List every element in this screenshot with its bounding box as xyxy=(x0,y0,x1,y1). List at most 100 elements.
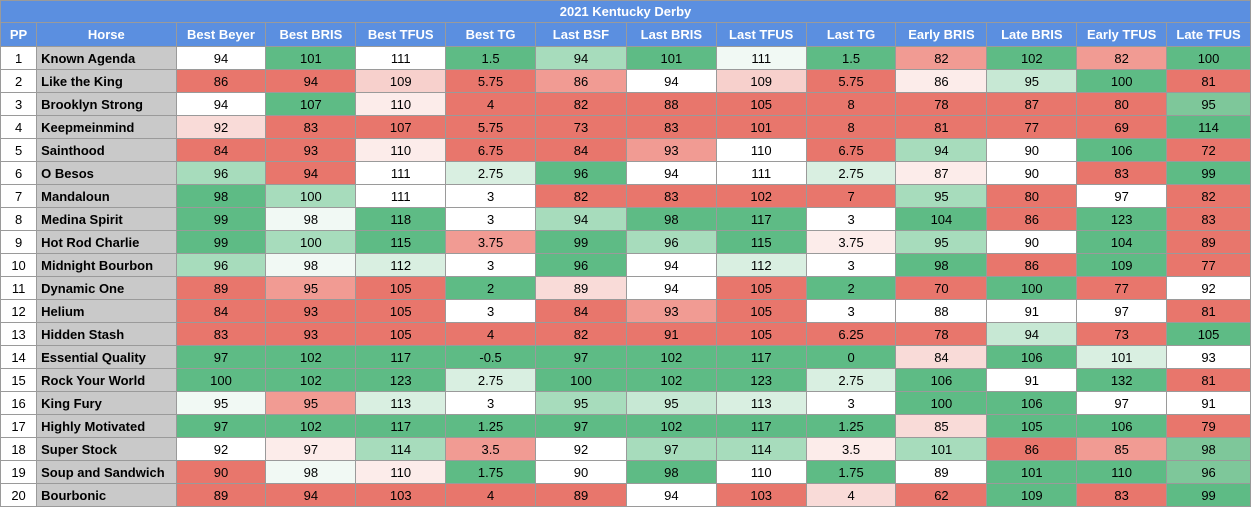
rating-cell[interactable]: 100 xyxy=(265,230,357,254)
post-position-cell[interactable]: 16 xyxy=(0,391,38,415)
column-header[interactable]: Late TFUS xyxy=(1166,22,1251,47)
rating-cell[interactable]: 84 xyxy=(175,138,267,162)
post-position-cell[interactable]: 13 xyxy=(0,322,38,346)
rating-cell[interactable]: 86 xyxy=(175,69,267,93)
rating-cell[interactable]: 109 xyxy=(986,483,1078,507)
horse-name-cell[interactable]: Hidden Stash xyxy=(36,322,177,346)
rating-cell[interactable]: 99 xyxy=(175,207,267,231)
rating-cell[interactable]: 95 xyxy=(986,69,1078,93)
rating-cell[interactable]: 98 xyxy=(1166,437,1251,461)
rating-cell[interactable]: 91 xyxy=(1166,391,1251,415)
rating-cell[interactable]: 82 xyxy=(1166,184,1251,208)
rating-cell[interactable]: 1.25 xyxy=(445,414,537,438)
post-position-cell[interactable]: 18 xyxy=(0,437,38,461)
rating-cell[interactable]: 97 xyxy=(535,345,627,369)
rating-cell[interactable]: 92 xyxy=(535,437,627,461)
rating-cell[interactable]: 97 xyxy=(625,437,717,461)
rating-cell[interactable]: 94 xyxy=(986,322,1078,346)
rating-cell[interactable]: 94 xyxy=(535,207,627,231)
rating-cell[interactable]: 100 xyxy=(265,184,357,208)
rating-cell[interactable]: 102 xyxy=(986,46,1078,70)
rating-cell[interactable]: 110 xyxy=(715,460,807,484)
post-position-cell[interactable]: 12 xyxy=(0,299,38,323)
rating-cell[interactable]: 99 xyxy=(1166,483,1251,507)
rating-cell[interactable]: 86 xyxy=(535,69,627,93)
rating-cell[interactable]: 3 xyxy=(805,207,897,231)
rating-cell[interactable]: 80 xyxy=(1076,92,1168,116)
rating-cell[interactable]: 73 xyxy=(1076,322,1168,346)
rating-cell[interactable]: 92 xyxy=(175,115,267,139)
rating-cell[interactable]: 110 xyxy=(355,138,447,162)
rating-cell[interactable]: 92 xyxy=(1166,276,1251,300)
rating-cell[interactable]: 89 xyxy=(1166,230,1251,254)
rating-cell[interactable]: 90 xyxy=(175,460,267,484)
post-position-cell[interactable]: 1 xyxy=(0,46,38,70)
post-position-cell[interactable]: 6 xyxy=(0,161,38,185)
post-position-cell[interactable]: 19 xyxy=(0,460,38,484)
rating-cell[interactable]: 94 xyxy=(895,138,988,162)
rating-cell[interactable]: 77 xyxy=(1076,276,1168,300)
rating-cell[interactable]: 4 xyxy=(445,92,537,116)
column-header[interactable]: Last BRIS xyxy=(625,22,717,47)
rating-cell[interactable]: 117 xyxy=(715,414,807,438)
rating-cell[interactable]: 93 xyxy=(265,138,357,162)
horse-name-cell[interactable]: Super Stock xyxy=(36,437,177,461)
rating-cell[interactable]: 113 xyxy=(715,391,807,415)
horse-name-cell[interactable]: Hot Rod Charlie xyxy=(36,230,177,254)
rating-cell[interactable]: 5.75 xyxy=(445,115,537,139)
rating-cell[interactable]: 8 xyxy=(805,115,897,139)
rating-cell[interactable]: 97 xyxy=(175,414,267,438)
post-position-cell[interactable]: 20 xyxy=(0,483,38,507)
rating-cell[interactable]: 8 xyxy=(805,92,897,116)
rating-cell[interactable]: 84 xyxy=(535,138,627,162)
horse-name-cell[interactable]: Dynamic One xyxy=(36,276,177,300)
rating-cell[interactable]: 95 xyxy=(175,391,267,415)
rating-cell[interactable]: 83 xyxy=(1076,483,1168,507)
rating-cell[interactable]: 100 xyxy=(895,391,988,415)
rating-cell[interactable]: 3.5 xyxy=(445,437,537,461)
rating-cell[interactable]: 104 xyxy=(895,207,988,231)
rating-cell[interactable]: 103 xyxy=(715,483,807,507)
rating-cell[interactable]: 101 xyxy=(265,46,357,70)
rating-cell[interactable]: 95 xyxy=(1166,92,1251,116)
rating-cell[interactable]: 111 xyxy=(355,184,447,208)
rating-cell[interactable]: 96 xyxy=(625,230,717,254)
rating-cell[interactable]: 77 xyxy=(1166,253,1251,277)
rating-cell[interactable]: 94 xyxy=(175,92,267,116)
rating-cell[interactable]: 101 xyxy=(986,460,1078,484)
rating-cell[interactable]: 114 xyxy=(1166,115,1251,139)
rating-cell[interactable]: 86 xyxy=(986,207,1078,231)
column-header[interactable]: Horse xyxy=(36,22,177,47)
rating-cell[interactable]: 3.5 xyxy=(805,437,897,461)
column-header[interactable]: Late BRIS xyxy=(986,22,1078,47)
rating-cell[interactable]: 83 xyxy=(265,115,357,139)
column-header[interactable]: Last TG xyxy=(805,22,897,47)
rating-cell[interactable]: 99 xyxy=(175,230,267,254)
rating-cell[interactable]: 69 xyxy=(1076,115,1168,139)
post-position-cell[interactable]: 5 xyxy=(0,138,38,162)
rating-cell[interactable]: 81 xyxy=(895,115,988,139)
rating-cell[interactable]: 105 xyxy=(715,276,807,300)
rating-cell[interactable]: 82 xyxy=(895,46,988,70)
horse-name-cell[interactable]: Soup and Sandwich xyxy=(36,460,177,484)
rating-cell[interactable]: 100 xyxy=(175,368,267,392)
rating-cell[interactable]: 102 xyxy=(265,368,357,392)
rating-cell[interactable]: 3 xyxy=(445,207,537,231)
post-position-cell[interactable]: 14 xyxy=(0,345,38,369)
rating-cell[interactable]: 114 xyxy=(715,437,807,461)
rating-cell[interactable]: 90 xyxy=(986,138,1078,162)
rating-cell[interactable]: 97 xyxy=(535,414,627,438)
rating-cell[interactable]: 86 xyxy=(986,437,1078,461)
rating-cell[interactable]: 95 xyxy=(625,391,717,415)
rating-cell[interactable]: 3 xyxy=(805,299,897,323)
rating-cell[interactable]: 99 xyxy=(1166,161,1251,185)
rating-cell[interactable]: 1.5 xyxy=(445,46,537,70)
rating-cell[interactable]: 102 xyxy=(625,345,717,369)
horse-name-cell[interactable]: Bourbonic xyxy=(36,483,177,507)
rating-cell[interactable]: 96 xyxy=(535,253,627,277)
rating-cell[interactable]: 95 xyxy=(895,184,988,208)
rating-cell[interactable]: 1.75 xyxy=(805,460,897,484)
rating-cell[interactable]: 81 xyxy=(1166,368,1251,392)
rating-cell[interactable]: 97 xyxy=(1076,391,1168,415)
rating-cell[interactable]: 94 xyxy=(175,46,267,70)
